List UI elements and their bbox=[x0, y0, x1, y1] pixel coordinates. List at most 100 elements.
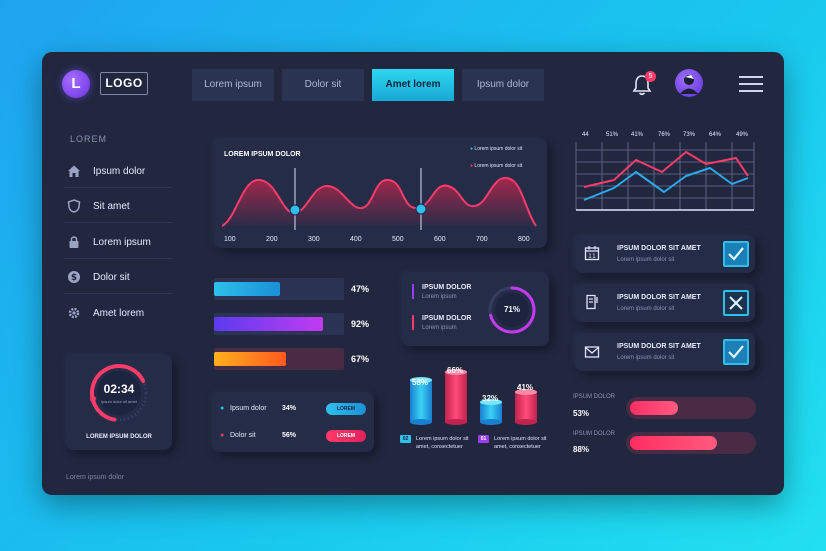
shield-icon bbox=[67, 199, 81, 213]
legend-tag: 01 bbox=[478, 435, 489, 443]
line-chart-labels: 44 51% 41% 76% 73% 64% 49% bbox=[576, 132, 756, 142]
cylinder-label: 32% bbox=[482, 394, 499, 403]
line-chart-label: 64% bbox=[709, 132, 722, 138]
sidebar-item-label: Amet lorem bbox=[93, 308, 145, 319]
sidebar-item-amet-lorem[interactable]: Amet lorem bbox=[64, 296, 172, 330]
progress-label: 92% bbox=[351, 319, 370, 329]
tab-ipsum-dolor[interactable]: Ipsum dolor bbox=[462, 69, 544, 101]
clock-card: 02:34 Ipsum dolor sit amet LOREM IPSUM D… bbox=[66, 354, 172, 450]
gear-icon bbox=[68, 307, 80, 319]
bottom-bar-fill bbox=[630, 401, 678, 415]
bottom-bar-track bbox=[626, 397, 756, 419]
legend-label: Lorem ipsum dolor sit bbox=[474, 146, 523, 152]
mail-icon bbox=[584, 346, 600, 358]
bottom-bar-track bbox=[626, 432, 756, 454]
check-card-title: IPSUM DOLOR SIT AMET bbox=[617, 294, 701, 301]
progress-fill bbox=[214, 317, 323, 331]
clock-ring bbox=[90, 364, 148, 422]
check-card-title: IPSUM DOLOR SIT AMET bbox=[617, 343, 701, 350]
x-tick: 300 bbox=[308, 236, 320, 243]
ring-item-marker bbox=[412, 315, 414, 330]
user-icon bbox=[680, 75, 698, 94]
check-icon bbox=[728, 247, 744, 261]
legend-text: Lorem ipsum dolor sit amet, consectetuer bbox=[416, 435, 469, 451]
ring-item-marker bbox=[412, 284, 414, 299]
legend-label: Lorem ipsum dolor sit bbox=[474, 163, 523, 169]
crossed-checkbox[interactable] bbox=[723, 290, 749, 316]
line-chart-label: 44 bbox=[582, 132, 589, 138]
svg-text:11: 11 bbox=[588, 253, 596, 260]
menu-icon[interactable] bbox=[739, 76, 763, 92]
list-card: ● Ipsum dolor 34% LOREM ● Dolor sit 56% … bbox=[212, 392, 374, 452]
legend-tag: 02 bbox=[400, 435, 411, 443]
x-tick: 100 bbox=[224, 236, 236, 243]
ring-value: 71% bbox=[503, 305, 520, 314]
bottom-bar-label: IPSUM DOLOR bbox=[573, 394, 616, 400]
check-card-sub: Lorem ipsum dolor sit bbox=[617, 355, 675, 361]
sidebar-item-lorem-ipsum[interactable]: Lorem ipsum bbox=[64, 225, 172, 259]
line-chart-label: 51% bbox=[606, 132, 619, 138]
legend-text-line: amet, consectetuer bbox=[494, 444, 541, 450]
footer-text: Lorem ipsum dolor bbox=[66, 474, 124, 481]
bottom-bar-pct: 53% bbox=[573, 409, 590, 418]
checked-checkbox[interactable] bbox=[723, 339, 749, 365]
list-dot: ● bbox=[220, 405, 225, 412]
ring-item-sub: Lorem ipsum bbox=[422, 294, 457, 300]
legend-text-line: amet, consectetuer bbox=[416, 444, 463, 450]
cylinder-label: 58% bbox=[412, 378, 429, 387]
wave-chart-card: LOREM IPSUM DOLOR ● Lorem ipsum dolor si… bbox=[214, 138, 547, 248]
sidebar-item-label: Ipsum dolor bbox=[93, 166, 146, 177]
progress-track bbox=[214, 313, 344, 335]
bottom-bar-label: IPSUM DOLOR bbox=[573, 431, 616, 437]
close-icon bbox=[729, 296, 743, 310]
tab-lorem-ipsum[interactable]: Lorem ipsum bbox=[192, 69, 274, 101]
cylinder-bar bbox=[515, 389, 537, 425]
cylinder-label: 66% bbox=[447, 366, 464, 375]
line-chart-label: 76% bbox=[658, 132, 671, 138]
progress-track bbox=[214, 348, 344, 370]
wave-legend-1: ● Lorem ipsum dolor sit bbox=[470, 146, 523, 152]
bottom-bar-pct: 88% bbox=[573, 445, 590, 454]
dollar-icon: $ bbox=[68, 271, 80, 283]
list-row-pct: 34% bbox=[282, 405, 297, 412]
check-card-title: IPSUM DOLOR SIT AMET bbox=[617, 245, 701, 252]
sidebar-item-sit-amet[interactable]: Sit amet bbox=[64, 189, 172, 223]
line-chart-label: 41% bbox=[631, 132, 644, 138]
avatar[interactable] bbox=[675, 69, 703, 97]
ring-item-sub: Lorem ipsum bbox=[422, 325, 457, 331]
progress-fill bbox=[214, 282, 280, 296]
lorem-button[interactable]: LOREM bbox=[326, 403, 366, 415]
legend-text: Lorem ipsum dolor sit amet, consectetuer bbox=[494, 435, 547, 451]
ring-item-title: IPSUM DOLOR bbox=[422, 315, 472, 322]
checked-checkbox[interactable] bbox=[723, 241, 749, 267]
sidebar-item-ipsum-dolor[interactable]: Ipsum dolor bbox=[64, 154, 172, 188]
check-card: 11 IPSUM DOLOR SIT AMET Lorem ipsum dolo… bbox=[575, 235, 755, 273]
line-chart-label: 73% bbox=[683, 132, 696, 138]
x-tick: 800 bbox=[518, 236, 530, 243]
x-tick: 600 bbox=[434, 236, 446, 243]
cylinder-chart bbox=[410, 369, 537, 425]
dashboard-panel: L LOGO Lorem ipsum Dolor sit Amet lorem … bbox=[42, 52, 784, 495]
check-card-sub: Lorem ipsum dolor sit bbox=[617, 257, 675, 263]
x-tick: 200 bbox=[266, 236, 278, 243]
legend-text-line: Lorem ipsum dolor sit bbox=[494, 436, 547, 442]
tab-amet-lorem[interactable]: Amet lorem bbox=[372, 69, 454, 101]
cylinder-bar bbox=[445, 369, 467, 425]
home-icon bbox=[68, 165, 80, 177]
clock-time: 02:34 bbox=[103, 382, 135, 396]
sidebar-item-label: Lorem ipsum bbox=[93, 237, 151, 248]
progress-label: 67% bbox=[351, 354, 370, 364]
list-row-label: Ipsum dolor bbox=[230, 405, 267, 412]
clock-subtitle: Ipsum dolor sit amet bbox=[100, 399, 137, 404]
line-chart-label: 49% bbox=[736, 132, 749, 138]
lorem-button[interactable]: LOREM bbox=[326, 430, 366, 442]
check-card: IPSUM DOLOR SIT AMET Lorem ipsum dolor s… bbox=[575, 333, 755, 371]
cylinder-bar bbox=[480, 399, 502, 425]
sidebar-item-dolor-sit[interactable]: $ Dolor sit bbox=[64, 260, 172, 294]
cylinder-label: 41% bbox=[517, 383, 534, 392]
wave-x-axis: 100 200 300 400 500 600 700 800 bbox=[214, 236, 547, 246]
tab-dolor-sit[interactable]: Dolor sit bbox=[282, 69, 364, 101]
check-card: IPSUM DOLOR SIT AMET Lorem ipsum dolor s… bbox=[575, 284, 755, 322]
check-icon bbox=[728, 345, 744, 359]
notification-badge: 5 bbox=[645, 71, 656, 82]
